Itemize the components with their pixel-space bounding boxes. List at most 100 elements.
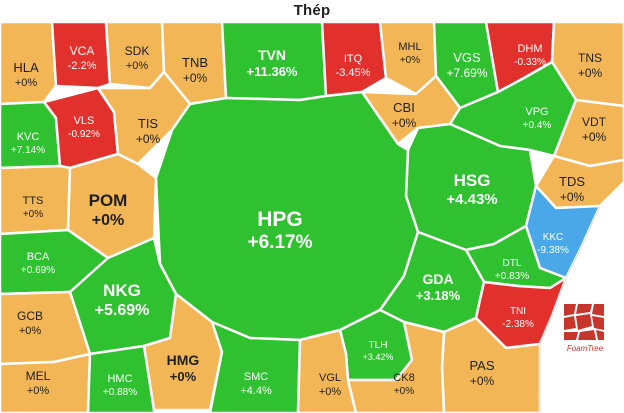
cell-ticker: TDS	[559, 174, 585, 189]
cell-change: +4.43%	[446, 191, 497, 208]
cell-ticker: ITQ	[344, 53, 363, 65]
cell-ticker: MEL	[26, 369, 51, 383]
treemap-plot: HLA+0%VCA-2.2%SDK+0% TNB+0%TVN+11.36%ITQ-…	[0, 22, 624, 413]
cell-change: +0%	[19, 325, 42, 337]
cell-ticker: TNI	[510, 306, 526, 317]
cell-shape[interactable]	[86, 344, 156, 413]
treemap-cell-hsg[interactable]: HSG+4.43%	[404, 122, 538, 252]
cell-ticker: SMC	[244, 371, 269, 383]
cell-ticker: DTL	[503, 258, 522, 269]
cell-ticker: CBI	[393, 100, 415, 115]
cell-ticker: BCA	[27, 251, 50, 263]
cell-change: +0%	[136, 132, 161, 146]
cell-change: +3.42%	[363, 352, 394, 362]
cell-ticker: VGS	[453, 50, 481, 65]
cell-change: +0%	[394, 386, 414, 397]
cell-change: +0%	[319, 386, 342, 398]
cell-change: +0%	[582, 130, 607, 144]
cell-ticker: HMG	[167, 352, 200, 368]
cell-ticker: CK8	[393, 372, 414, 384]
cell-shape[interactable]	[0, 22, 58, 106]
cell-change: +0%	[392, 116, 417, 130]
cell-change: -2.2%	[68, 60, 97, 72]
cell-change: +0%	[92, 212, 124, 229]
empty-panel	[540, 182, 624, 413]
treemap-cell-itq[interactable]: ITQ -3.45%	[320, 22, 388, 98]
cell-ticker: VLS	[74, 115, 95, 127]
treemap-cell-hmc[interactable]: HMC +0.88%	[86, 344, 156, 413]
cell-change: +0%	[400, 55, 420, 66]
cell-change: +0%	[15, 77, 38, 89]
cell-ticker: PAS	[469, 358, 494, 373]
cell-change: -3.45%	[336, 67, 371, 79]
cell-change: -2.38%	[502, 319, 534, 330]
cell-ticker: TVN	[258, 47, 286, 63]
cell-ticker: SDK	[125, 44, 150, 58]
cell-change: +11.36%	[247, 64, 298, 79]
cell-ticker: HSG	[454, 171, 491, 190]
cell-change: -0.33%	[514, 57, 546, 68]
cell-change: +0%	[560, 190, 585, 204]
treemap-cell-gda[interactable]: GDA+3.18%	[378, 230, 486, 334]
cell-ticker: DHM	[517, 43, 542, 55]
cell-ticker: VDT	[582, 115, 607, 129]
cell-change: +0%	[170, 369, 197, 384]
foamtree-logo-text: FoamTree	[566, 344, 604, 353]
cell-shape[interactable]	[346, 320, 446, 413]
cell-ticker: GCB	[17, 309, 43, 323]
foamtree-logo-icon	[562, 302, 606, 342]
cell-shape[interactable]	[320, 22, 388, 98]
cell-change: +4.4%	[240, 385, 272, 397]
cell-ticker: HLA	[13, 60, 39, 75]
cell-ticker: NKG	[103, 281, 141, 300]
cell-change: -9.38%	[537, 245, 569, 256]
treemap-cell-sdk[interactable]: SDK +0%	[104, 22, 166, 90]
cell-change: +0%	[126, 60, 149, 72]
panel-edge	[539, 205, 601, 413]
treemap-cell-ck8[interactable]: CK8+0%	[346, 320, 446, 413]
cell-ticker: HPG	[257, 208, 303, 231]
cell-change: +7.14%	[11, 145, 45, 156]
cell-ticker: VPG	[525, 106, 548, 118]
cell-shape[interactable]	[208, 320, 302, 413]
cell-ticker: KKC	[543, 232, 564, 243]
cell-ticker: VGL	[319, 372, 341, 384]
cell-ticker: MHL	[398, 41, 421, 53]
cell-ticker: POM	[89, 191, 128, 210]
cell-ticker: TNB	[182, 55, 208, 70]
cell-change: +0%	[23, 209, 43, 220]
cell-change: +6.17%	[248, 232, 313, 253]
cell-ticker: HMC	[107, 373, 132, 385]
cell-change: +7.69%	[446, 66, 487, 80]
cell-ticker: TTS	[23, 195, 44, 207]
cell-ticker: VCA	[70, 44, 95, 58]
cell-shape[interactable]	[0, 352, 92, 413]
cell-change: -0.92%	[68, 129, 100, 140]
treemap-cell-smc[interactable]: SMC +4.4%	[208, 320, 302, 413]
cell-change: +0.83%	[495, 271, 529, 282]
treemap-cell-tvn[interactable]: TVN+11.36%	[220, 22, 328, 102]
cell-change: +0%	[578, 66, 603, 80]
cell-ticker: TLH	[369, 340, 388, 351]
treemap-cell-hpg[interactable]: HPG+6.17%	[154, 90, 420, 342]
chart-title: Thép	[293, 2, 331, 19]
treemap-cell-mel[interactable]: MEL +0%	[0, 352, 92, 413]
cell-ticker: KVC	[17, 131, 40, 143]
cell-change: +3.18%	[416, 288, 461, 303]
cell-ticker: TNS	[578, 51, 602, 65]
treemap-cell-vdt[interactable]: VDT+0%	[552, 98, 624, 168]
treemap-cell-vca[interactable]: VCA -2.2%	[50, 22, 112, 90]
treemap-cell-tts[interactable]: TTS +0%	[0, 164, 72, 236]
treemap-cell-hla[interactable]: HLA +0%	[0, 22, 58, 106]
cell-change: +0.4%	[523, 120, 552, 131]
cell-change: +5.69%	[95, 302, 150, 319]
cell-change: +0%	[27, 385, 50, 397]
cell-change: +0.88%	[103, 387, 137, 398]
cell-change: +0.69%	[21, 265, 55, 276]
cell-ticker: GDA	[422, 271, 453, 287]
cell-ticker: TIS	[138, 116, 159, 131]
cell-change: +0%	[183, 71, 208, 85]
cell-change: +0%	[470, 374, 495, 388]
cell-shape[interactable]	[50, 22, 112, 90]
